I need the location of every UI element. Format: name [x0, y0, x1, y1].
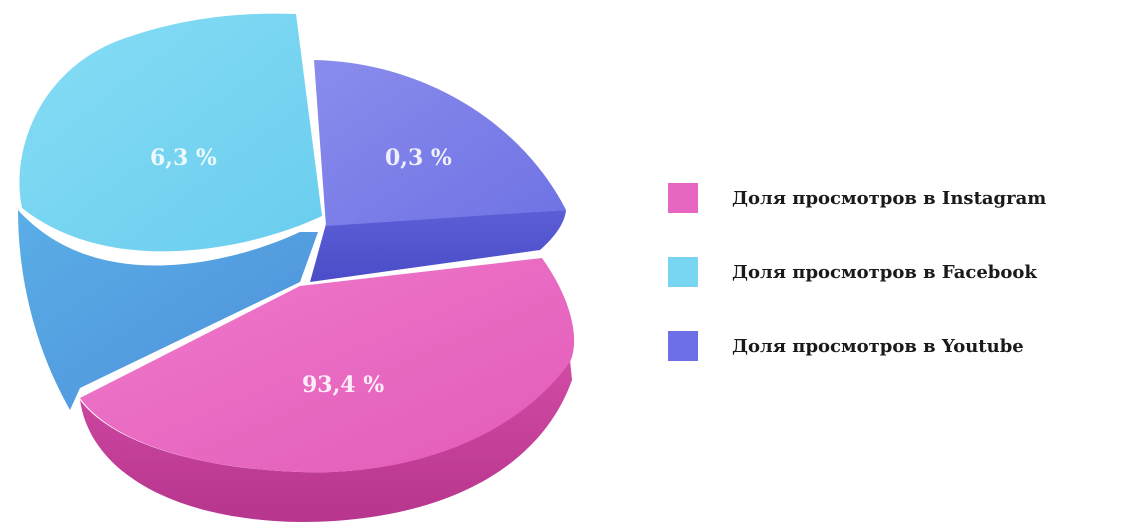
data-label-facebook: 6,3 %	[150, 145, 217, 171]
pie-slice-instagram-top	[80, 258, 575, 473]
pie-slice-facebook-side	[18, 210, 318, 410]
pie-slice-youtube	[310, 60, 566, 282]
data-label-youtube: 0,3 %	[385, 145, 452, 171]
pie-slice-instagram-side	[80, 360, 572, 522]
legend-swatch-youtube	[668, 331, 698, 361]
legend-swatch-instagram	[668, 183, 698, 213]
legend-label-youtube: Доля просмотров в Youtube	[732, 335, 1024, 357]
legend-item-youtube: Доля просмотров в Youtube	[668, 326, 1118, 366]
legend-label-instagram: Доля просмотров в Instagram	[732, 187, 1047, 209]
legend-item-instagram: Доля просмотров в Instagram	[668, 178, 1118, 218]
legend-label-facebook: Доля просмотров в Facebook	[732, 261, 1037, 283]
pie-chart: 6,3 % 0,3 % 93,4 %	[18, 13, 575, 522]
pie-svg: 6,3 % 0,3 % 93,4 %	[18, 13, 575, 522]
pie-slice-youtube-side	[310, 210, 566, 282]
legend-swatch-facebook	[668, 257, 698, 287]
pie-slice-youtube-top	[314, 60, 566, 226]
pie-slice-facebook	[18, 13, 323, 410]
legend-item-facebook: Доля просмотров в Facebook	[668, 252, 1118, 292]
data-label-instagram: 93,4 %	[302, 372, 384, 398]
chart-legend: Доля просмотров в Instagram Доля просмот…	[668, 178, 1118, 400]
pie-slice-instagram	[80, 258, 575, 522]
pie-slice-facebook-top	[19, 13, 323, 252]
